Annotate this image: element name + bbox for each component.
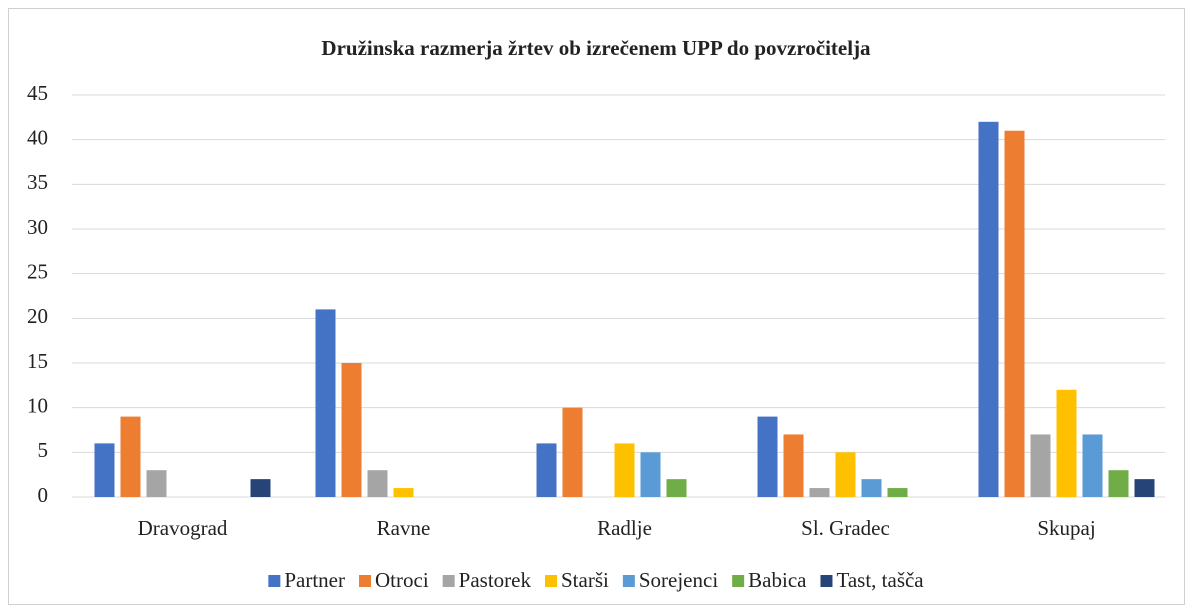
bar	[1082, 434, 1103, 497]
bar	[94, 443, 115, 497]
bar	[120, 416, 141, 497]
bar	[250, 479, 271, 497]
bar	[614, 443, 635, 497]
bar	[146, 470, 167, 497]
x-tick-label: Dravograd	[138, 516, 228, 540]
bar	[1004, 130, 1025, 497]
x-tick-label: Ravne	[377, 516, 431, 540]
y-tick-label: 15	[27, 349, 48, 373]
legend-label: Starši	[561, 568, 609, 592]
legend-swatch	[732, 575, 745, 587]
bar	[783, 434, 804, 497]
x-tick-label: Skupaj	[1037, 516, 1095, 540]
bar	[666, 479, 687, 497]
y-tick-label: 45	[27, 81, 48, 105]
legend-label: Babica	[748, 568, 807, 592]
legend-label: Sorejenci	[639, 568, 718, 592]
legend-label: Pastorek	[459, 568, 532, 592]
bar	[1108, 470, 1129, 497]
bar	[1030, 434, 1051, 497]
legend-swatch	[268, 575, 281, 587]
y-tick-label: 40	[27, 125, 48, 149]
chart-title: Družinska razmerja žrtev ob izrečenem UP…	[321, 36, 871, 60]
bar	[341, 363, 362, 497]
bar	[757, 416, 778, 497]
legend-swatch	[545, 575, 557, 587]
bar	[1134, 479, 1155, 497]
bar	[835, 452, 856, 497]
y-tick-label: 5	[38, 438, 49, 462]
bar	[978, 121, 999, 498]
bar	[1056, 389, 1077, 497]
bar	[861, 479, 882, 497]
bar	[536, 443, 557, 497]
y-tick-label: 30	[27, 215, 48, 239]
legend-label: Partner	[284, 568, 345, 592]
legend-swatch	[442, 575, 455, 587]
x-tick-label: Sl. Gradec	[801, 516, 890, 540]
y-tick-label: 0	[38, 483, 49, 507]
y-tick-label: 10	[27, 393, 48, 417]
bar	[809, 488, 830, 497]
bar	[315, 309, 336, 497]
y-tick-label: 20	[27, 304, 48, 328]
bar	[640, 452, 661, 497]
x-tick-label: Radlje	[597, 516, 652, 540]
bar	[887, 488, 908, 497]
bar	[367, 470, 388, 497]
y-tick-label: 25	[27, 259, 48, 283]
legend-swatch	[820, 575, 833, 587]
legend-swatch	[622, 575, 635, 587]
y-tick-label: 35	[27, 170, 48, 194]
bar	[562, 407, 583, 497]
legend-label: Otroci	[375, 568, 429, 592]
legend-swatch	[359, 575, 372, 587]
bar	[393, 488, 414, 497]
legend-label: Tast, tašča	[836, 568, 924, 592]
